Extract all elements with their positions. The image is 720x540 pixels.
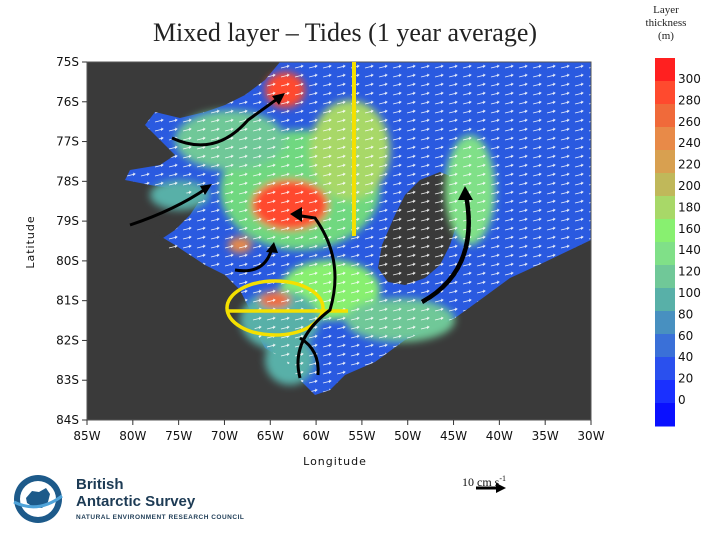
x-axis: 85W 80W 75W 70W 65W 60W 55W 50W 45W 40W 35W 30W xyxy=(73,420,605,443)
y-axis: 75S 76S 77S 78S 79S 80S 81S 82S 83S 84S xyxy=(56,55,87,427)
colorbar-swatch xyxy=(655,58,675,82)
yellow-ellipse xyxy=(225,279,325,337)
colorbar-tick-label: 40 xyxy=(678,350,693,364)
x-tick-label: 40W xyxy=(486,429,513,443)
flow-arrows xyxy=(129,95,498,490)
x-tick-label: 50W xyxy=(394,429,421,443)
colorbar-tick-label: 60 xyxy=(678,329,693,343)
x-tick-label: 80W xyxy=(119,429,146,443)
y-tick-label: 81S xyxy=(56,294,79,308)
colorbar-tick-label: 180 xyxy=(678,200,701,214)
velocity-vectors xyxy=(125,62,591,395)
colorbar-title-line: Layer xyxy=(653,4,679,16)
y-tick-label: 78S xyxy=(56,174,79,188)
colorbar-tick-label: 140 xyxy=(678,243,701,257)
colorbar-swatch xyxy=(655,265,675,289)
x-tick-label: 45W xyxy=(440,429,467,443)
x-axis-label: Longitude xyxy=(303,455,367,468)
x-tick-label: 70W xyxy=(211,429,238,443)
bas-emblem-icon xyxy=(13,475,63,523)
logo-name: British Antarctic Survey xyxy=(76,476,195,510)
flow-arrow xyxy=(171,95,281,147)
y-tick-label: 84S xyxy=(56,413,79,427)
colorbar-title-line: (m) xyxy=(658,30,674,42)
colorbar-tick-label: 160 xyxy=(678,222,701,236)
vector-reference-text: 10 cm s xyxy=(462,475,500,489)
colorbar-tick-label: 120 xyxy=(678,265,701,279)
x-tick-label: 85W xyxy=(73,429,100,443)
x-tick-label: 60W xyxy=(303,429,330,443)
x-tick-label: 65W xyxy=(257,429,284,443)
colorbar-swatch xyxy=(655,357,675,381)
arrowhead xyxy=(496,483,506,493)
colorbar-swatch xyxy=(655,403,675,427)
y-tick-label: 83S xyxy=(56,373,79,387)
y-tick-label: 76S xyxy=(56,95,79,109)
x-tick-label: 35W xyxy=(532,429,559,443)
flow-arrowheads xyxy=(200,93,506,493)
inlet-region xyxy=(87,230,310,420)
colorbar-swatch xyxy=(655,219,675,243)
colorbar-tick-label: 80 xyxy=(678,307,693,321)
colorbar-tick-label: 100 xyxy=(678,286,701,300)
colorbar-tick-label: 240 xyxy=(678,136,701,150)
y-tick-label: 75S xyxy=(56,55,79,69)
colorbar-swatch xyxy=(655,81,675,105)
flow-arrow xyxy=(299,336,320,376)
y-axis-label: Latitude xyxy=(24,215,37,268)
logo-subtitle: NATURAL ENVIRONMENT RESEARCH COUNCIL xyxy=(76,514,245,521)
colorbar-swatch xyxy=(655,334,675,358)
logo-name-line: British xyxy=(76,476,124,493)
logo-name-line: Antarctic Survey xyxy=(76,493,196,510)
flow-arrow xyxy=(294,213,337,379)
colorbar-tick-label: 220 xyxy=(678,158,701,172)
y-tick-label: 80S xyxy=(56,254,79,268)
colorbar-tick-label: 280 xyxy=(678,93,701,107)
y-tick-label: 77S xyxy=(56,135,79,149)
colorbar-swatch xyxy=(655,288,675,312)
colorbar-tick-label: 20 xyxy=(678,372,693,386)
colorbar-swatch xyxy=(655,173,675,197)
y-tick-label: 79S xyxy=(56,214,79,228)
colorbar-tick-label: 300 xyxy=(678,72,701,86)
arrowhead xyxy=(458,186,473,200)
colorbar-swatch xyxy=(655,311,675,335)
x-tick-label: 55W xyxy=(348,429,375,443)
arrowhead xyxy=(200,184,212,195)
colorbar-tick-label: 0 xyxy=(678,393,686,407)
flow-arrow xyxy=(420,194,471,304)
colorbar-swatch xyxy=(655,196,675,220)
heatmap-field xyxy=(87,62,591,420)
vector-reference-label: 10 cm s-1 xyxy=(462,474,506,490)
colorbar-swatch xyxy=(655,104,675,128)
arrowhead xyxy=(290,207,302,222)
colorbar-swatch xyxy=(655,242,675,266)
colorbar-swatch xyxy=(655,380,675,404)
x-tick-label: 30W xyxy=(577,429,604,443)
colorbar-tick-label: 200 xyxy=(678,179,701,193)
x-tick-label: 75W xyxy=(165,429,192,443)
flow-arrow xyxy=(129,186,208,227)
chart-title: Mixed layer – Tides (1 year average) xyxy=(152,18,538,47)
bas-logo: British Antarctic Survey NATURAL ENVIRON… xyxy=(12,474,262,524)
colorbar-tick-label: 260 xyxy=(678,115,701,129)
y-tick-label: 82S xyxy=(56,333,79,347)
arrowhead xyxy=(272,93,285,105)
colorbar: 3002802602402202001801601401201008060402… xyxy=(655,58,701,427)
colorbar-title-line: thickness xyxy=(645,17,687,29)
vector-reference-exponent: -1 xyxy=(499,474,507,483)
colorbar-swatch xyxy=(655,150,675,174)
plot-frame xyxy=(86,61,592,421)
colorbar-swatch xyxy=(655,127,675,151)
arrowhead xyxy=(266,242,278,253)
colorbar-title: Layer thickness (m) xyxy=(632,4,700,43)
